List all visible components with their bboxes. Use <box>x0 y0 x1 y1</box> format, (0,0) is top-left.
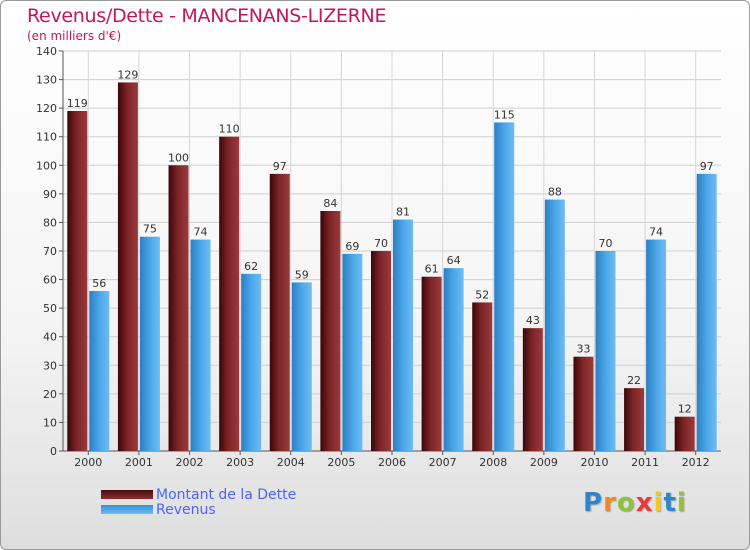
bar-dette-2004 <box>269 173 290 451</box>
x-tick-label-2011: 2011 <box>631 456 659 469</box>
legend-swatch-revenus <box>101 505 153 514</box>
bar-revenus-2006 <box>393 219 413 451</box>
bar-revenus-2002 <box>190 239 211 451</box>
bar-dette-2010 <box>573 356 594 451</box>
data-label-revenus-2002: 74 <box>194 226 208 239</box>
bar-dette-2003 <box>219 136 240 451</box>
bar-dette-2005 <box>320 211 341 451</box>
x-tick-label-2003: 2003 <box>226 456 254 469</box>
data-label-dette-2011: 22 <box>627 374 641 387</box>
data-label-revenus-2008: 115 <box>494 108 515 121</box>
bar-dette-2000 <box>67 111 88 451</box>
bar-revenus-2010 <box>595 251 616 451</box>
legend-label-dette: Montant de la Dette <box>156 486 297 503</box>
data-label-revenus-2005: 69 <box>345 240 359 253</box>
data-label-dette-2006: 70 <box>374 237 388 250</box>
x-tick-label-2001: 2001 <box>125 456 153 469</box>
data-label-dette-2005: 84 <box>323 197 337 210</box>
grid-layer <box>63 50 721 452</box>
data-label-revenus-2006: 81 <box>396 206 410 219</box>
bar-revenus-2003 <box>241 273 262 451</box>
x-tick-label-2010: 2010 <box>580 456 608 469</box>
y-tick-label-20: 20 <box>43 388 57 401</box>
data-label-dette-2008: 52 <box>475 288 489 301</box>
legend: Montant de la Dette Revenus <box>101 486 297 518</box>
y-tick-label-50: 50 <box>43 302 57 315</box>
y-tick-label-90: 90 <box>43 188 57 201</box>
y-tick-label-120: 120 <box>36 102 57 115</box>
legend-label-revenus: Revenus <box>156 501 216 518</box>
legend-swatch-dette <box>101 490 153 499</box>
x-tick-label-2006: 2006 <box>378 456 406 469</box>
bar-dette-2012 <box>674 416 695 451</box>
data-label-dette-2012: 12 <box>678 403 692 416</box>
data-label-revenus-2003: 62 <box>244 260 258 273</box>
bar-dette-2002 <box>168 165 189 452</box>
y-tick-label-60: 60 <box>43 274 57 287</box>
data-label-revenus-2000: 56 <box>92 277 106 290</box>
bar-dette-2006 <box>371 251 391 451</box>
bar-layer <box>67 82 717 452</box>
data-label-revenus-2004: 59 <box>295 268 309 281</box>
data-label-revenus-2009: 88 <box>548 186 562 199</box>
bar-revenus-2009 <box>544 199 565 451</box>
bar-revenus-2000 <box>89 291 110 451</box>
y-tick-label-140: 140 <box>36 45 57 58</box>
data-label-dette-2002: 100 <box>168 151 189 164</box>
bar-revenus-2001 <box>139 236 160 451</box>
data-label-dette-2007: 61 <box>425 263 439 276</box>
data-label-dette-2009: 43 <box>526 314 540 327</box>
x-tick-label-2005: 2005 <box>327 456 355 469</box>
x-tick-label-2007: 2007 <box>429 456 457 469</box>
legend-item-revenus: Revenus <box>101 501 296 518</box>
data-label-dette-2000: 119 <box>67 97 88 110</box>
data-label-dette-2003: 110 <box>219 123 240 136</box>
x-tick-label-2004: 2004 <box>277 456 305 469</box>
y-tick-label-10: 10 <box>43 416 57 429</box>
legend-item-dette: Montant de la Dette <box>101 486 297 503</box>
bar-revenus-2012 <box>696 173 717 451</box>
bar-revenus-2007 <box>443 268 464 451</box>
y-tick-label-30: 30 <box>43 359 57 372</box>
data-label-revenus-2001: 75 <box>143 223 157 236</box>
x-tick-label-2008: 2008 <box>479 456 507 469</box>
y-tick-label-110: 110 <box>36 131 57 144</box>
bar-revenus-2004 <box>291 282 312 451</box>
bar-dette-2007 <box>421 276 442 451</box>
data-label-dette-2010: 33 <box>576 343 590 356</box>
y-tick-label-80: 80 <box>43 216 57 229</box>
data-label-revenus-2012: 97 <box>700 160 714 173</box>
x-tick-label-2012: 2012 <box>682 456 710 469</box>
x-tick-label-2002: 2002 <box>176 456 204 469</box>
chart-subtitle: (en milliers d'€) <box>27 29 122 43</box>
y-tick-label-100: 100 <box>36 159 57 172</box>
bar-dette-2008 <box>472 302 493 451</box>
data-label-dette-2001: 129 <box>117 68 138 81</box>
bar-dette-2011 <box>624 388 645 451</box>
y-tick-label-70: 70 <box>43 245 57 258</box>
bar-revenus-2011 <box>646 239 667 451</box>
x-tick-label-2000: 2000 <box>74 456 102 469</box>
y-tick-label-0: 0 <box>50 445 57 458</box>
y-tick-label-130: 130 <box>36 74 57 87</box>
proxiti-logo: Proxiti <box>583 488 687 518</box>
x-tick-label-2009: 2009 <box>530 456 558 469</box>
bar-revenus-2005 <box>342 253 363 451</box>
bar-revenus-2008 <box>494 122 515 451</box>
chart-title: Revenus/Dette - MANCENANS-LIZERNE <box>27 5 387 27</box>
y-tick-label-40: 40 <box>43 331 57 344</box>
label-layer: 119 129 100 110 97 84 70 61 52 43 33 22 12 56 75 74 62 59… <box>67 68 714 415</box>
bar-dette-2009 <box>522 328 543 451</box>
data-label-dette-2004: 97 <box>273 160 287 173</box>
data-label-revenus-2011: 74 <box>649 226 663 239</box>
data-label-revenus-2010: 70 <box>598 237 612 250</box>
data-label-revenus-2007: 64 <box>447 254 461 267</box>
bar-dette-2001 <box>117 82 138 451</box>
